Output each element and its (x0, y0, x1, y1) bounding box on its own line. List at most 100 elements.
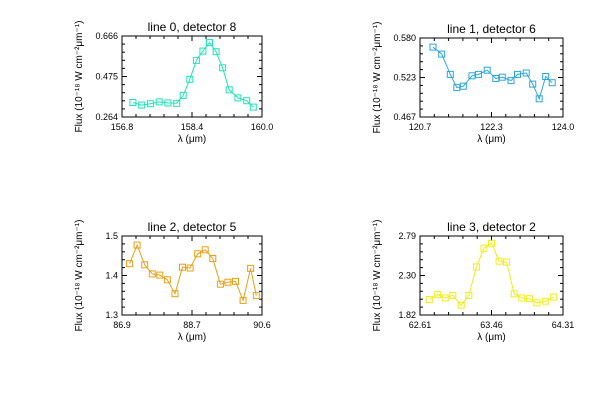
data-point (171, 290, 179, 298)
data-point (192, 56, 200, 64)
data-point (201, 246, 209, 254)
x-tick-label: 120.7 (409, 122, 432, 132)
x-tick-label: 86.9 (113, 320, 131, 330)
data-point (488, 239, 495, 247)
chart-title: line 2, detector 5 (148, 220, 237, 234)
data-point (232, 277, 239, 285)
data-point (156, 271, 164, 279)
y-axis-label: Flux (10⁻¹⁸ W cm⁻²μm⁻¹) (74, 220, 85, 332)
data-point (480, 244, 488, 252)
data-point (533, 299, 541, 307)
data-point (457, 301, 465, 309)
y-axis-label: Flux (10⁻¹⁸ W cm⁻²μm⁻¹) (74, 21, 85, 133)
y-tick-label: 0.523 (393, 73, 416, 83)
data-point (525, 295, 533, 303)
data-point (234, 94, 242, 102)
y-tick-label: 0.467 (393, 112, 416, 122)
plot-frame (419, 37, 564, 118)
data-point (498, 73, 506, 81)
chart-panel-1: line 1, detector 6 120.7 122.3 124.0 0.467 0.… (372, 22, 574, 145)
data-point (225, 86, 233, 94)
data-point (425, 296, 433, 303)
data-point (247, 264, 255, 272)
chart-title: line 0, detector 8 (148, 20, 237, 34)
data-point (518, 294, 526, 302)
data-point (239, 296, 247, 304)
data-point (179, 91, 187, 99)
y-tick-label: 1.5 (105, 231, 118, 241)
y-tick-label: 2.30 (398, 271, 416, 281)
x-axis-label: λ (μm) (178, 332, 207, 343)
data-point (434, 291, 442, 299)
data-point (249, 103, 257, 111)
series-line (129, 243, 257, 303)
data-point (163, 276, 171, 284)
data-point (472, 263, 480, 271)
x-tick-label: 158.4 (181, 122, 204, 132)
data-point (483, 66, 491, 74)
series-line (432, 46, 553, 101)
y-tick-label: 0.475 (95, 72, 118, 82)
x-axis-label: λ (μm) (477, 134, 506, 145)
data-point (155, 98, 163, 106)
x-tick-label: 88.7 (183, 320, 201, 330)
chart-panel-0: line 0, detector 8 156.8 158.4 160.0 0.264 0.… (74, 20, 273, 145)
data-point (475, 70, 482, 78)
x-tick-label: 64.31 (552, 320, 575, 330)
x-tick-label: 90.6 (253, 320, 271, 330)
x-tick-label: 63.46 (480, 320, 503, 330)
data-point (146, 100, 154, 108)
data-point (529, 80, 537, 88)
x-axis-label: λ (μm) (178, 134, 207, 145)
data-point (138, 101, 146, 109)
chart-title: line 1, detector 6 (447, 22, 536, 36)
data-point (535, 95, 543, 103)
data-point (216, 280, 224, 288)
data-point (503, 258, 511, 266)
data-point (542, 73, 550, 80)
x-axis-label: λ (μm) (477, 332, 506, 343)
x-tick-label: 160.0 (251, 122, 274, 132)
data-point (219, 64, 227, 72)
data-point (548, 79, 556, 87)
plot-frame (419, 235, 564, 316)
data-point (514, 70, 521, 78)
data-point (179, 263, 186, 271)
x-tick-label: 124.0 (552, 122, 575, 132)
data-point (141, 261, 149, 269)
data-point (495, 257, 503, 265)
data-point (441, 294, 449, 302)
data-point (129, 99, 137, 106)
data-point (148, 270, 156, 278)
y-axis-label: Flux (10⁻¹⁸ W cm⁻²μm⁻¹) (372, 22, 383, 134)
data-point (550, 293, 558, 301)
data-point (194, 250, 202, 258)
chart-title: line 3, detector 2 (447, 220, 536, 234)
data-point (133, 241, 141, 249)
data-point (449, 292, 457, 299)
data-point (224, 278, 232, 286)
data-point (252, 292, 260, 300)
data-point (507, 77, 515, 85)
data-point (126, 260, 134, 268)
data-point (438, 50, 446, 58)
data-point (459, 82, 467, 90)
y-axis-label: Flux (10⁻¹⁸ W cm⁻²μm⁻¹) (372, 220, 383, 332)
data-point (510, 290, 518, 298)
y-tick-label: 0.264 (95, 112, 118, 122)
data-point (541, 297, 549, 305)
data-point (186, 264, 194, 272)
x-tick-label: 62.61 (409, 320, 432, 330)
data-point (186, 75, 194, 83)
x-tick-label: 122.3 (480, 122, 503, 132)
y-tick-label: 0.580 (393, 33, 416, 43)
data-point (243, 97, 251, 105)
y-tick-label: 0.666 (95, 31, 118, 41)
data-point (209, 255, 217, 262)
data-point (173, 99, 181, 107)
data-point (522, 69, 530, 77)
data-point (164, 99, 172, 107)
data-point (199, 47, 207, 55)
chart-panel-2: line 2, detector 5 86.9 88.7 90.6 1.3 1.4 1.5 λ… (74, 220, 271, 343)
